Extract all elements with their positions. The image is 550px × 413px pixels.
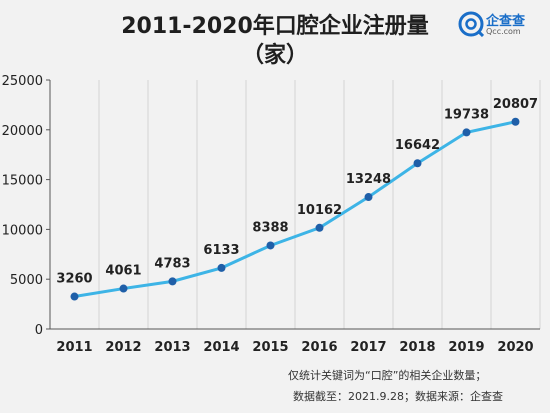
x-tick-label: 2012	[105, 340, 141, 355]
data-label: 4783	[154, 256, 190, 271]
data-point	[119, 284, 128, 293]
chart-title: 2011-2020年口腔企业注册量	[121, 14, 429, 39]
qcc-logo: 企查查 Qcc.com	[458, 8, 542, 42]
logo-name: 企查查	[486, 14, 526, 29]
footnote-scope: 仅统计关键词为“口腔”的相关企业数量；	[288, 369, 487, 382]
qcc-logo-icon	[458, 11, 484, 37]
x-tick-label: 2020	[497, 340, 533, 355]
data-label: 19738	[444, 107, 489, 122]
data-point	[315, 223, 324, 232]
data-label: 3260	[56, 272, 92, 287]
data-label: 10162	[297, 203, 342, 218]
x-tick-label: 2011	[56, 340, 92, 355]
grid-lines	[98, 80, 541, 329]
data-point	[168, 277, 177, 286]
y-tick-label: 15000	[2, 174, 43, 189]
x-tick-label: 2013	[154, 340, 190, 355]
data-labels: 3260 4061 4783 6133 8388 10162 13248 16642 19738…	[56, 97, 538, 287]
axes	[49, 80, 540, 330]
data-label: 20807	[493, 97, 538, 112]
data-point	[413, 159, 422, 168]
data-label: 8388	[252, 220, 288, 235]
data-label: 4061	[105, 264, 141, 279]
data-point	[70, 292, 79, 301]
y-tick-label: 10000	[2, 223, 43, 238]
y-tick-labels: 0 5000 10000 15000 20000 25000	[2, 74, 50, 338]
data-point	[217, 263, 226, 272]
x-tick-label: 2016	[301, 340, 337, 355]
x-tick-label: 2017	[350, 340, 386, 355]
chart-title-unit: （家）	[241, 43, 308, 68]
data-label: 16642	[395, 138, 440, 153]
data-points	[70, 117, 520, 301]
data-point	[462, 128, 471, 137]
data-point	[364, 193, 373, 202]
logo-sub: Qcc.com	[486, 27, 521, 36]
y-tick-label: 25000	[2, 74, 43, 89]
y-tick-label: 0	[35, 323, 43, 338]
footnote-source: 数据截至：2021.9.28；数据来源：企查查	[293, 390, 503, 403]
x-tick-label: 2018	[399, 340, 435, 355]
y-tick-label: 20000	[2, 124, 43, 139]
data-point	[266, 241, 275, 250]
x-tick-label: 2019	[448, 340, 484, 355]
data-label: 6133	[203, 243, 239, 258]
x-tick-label: 2014	[203, 340, 239, 355]
data-label: 13248	[346, 172, 391, 187]
x-tick-labels: 2011 2012 2013 2014 2015 2016 2017 2018 2019 2020	[56, 340, 533, 355]
series-line	[74, 120, 516, 299]
y-tick-label: 5000	[10, 273, 43, 288]
x-tick-label: 2015	[252, 340, 288, 355]
data-point	[511, 117, 520, 126]
